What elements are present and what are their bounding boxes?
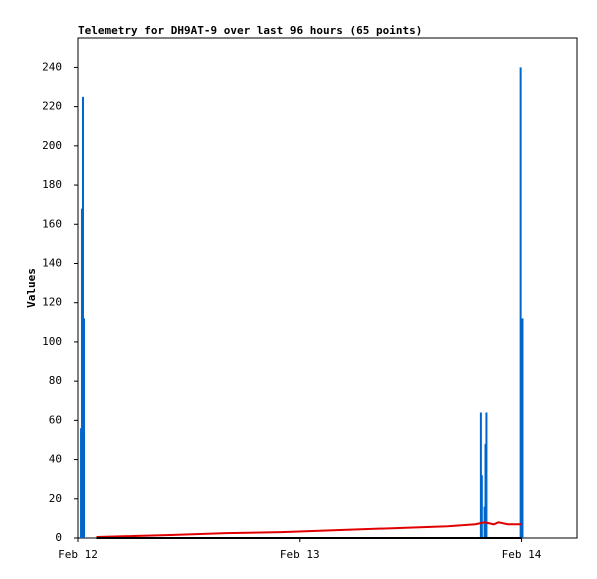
y-tick-label: 200 xyxy=(42,139,62,152)
y-tick-label: 20 xyxy=(49,492,62,505)
y-tick-label: 100 xyxy=(42,335,62,348)
y-tick-label: 240 xyxy=(42,60,62,73)
y-tick-label: 80 xyxy=(49,374,62,387)
y-axis-label: Values xyxy=(25,268,38,308)
y-tick-label: 0 xyxy=(55,531,62,544)
y-tick-label: 180 xyxy=(42,178,62,191)
y-tick-label: 160 xyxy=(42,217,62,230)
x-tick-label: Feb 13 xyxy=(280,548,320,561)
y-tick-label: 40 xyxy=(49,453,62,466)
x-tick-label: Feb 12 xyxy=(58,548,98,561)
series-line xyxy=(96,521,522,539)
chart-title: Telemetry for DH9AT-9 over last 96 hours… xyxy=(78,24,422,37)
y-tick-label: 140 xyxy=(42,256,62,269)
y-tick-label: 220 xyxy=(42,100,62,113)
x-tick-label: Feb 14 xyxy=(502,548,542,561)
plot-frame xyxy=(77,37,578,539)
y-tick-label: 120 xyxy=(42,296,62,309)
y-tick-label: 60 xyxy=(49,413,62,426)
